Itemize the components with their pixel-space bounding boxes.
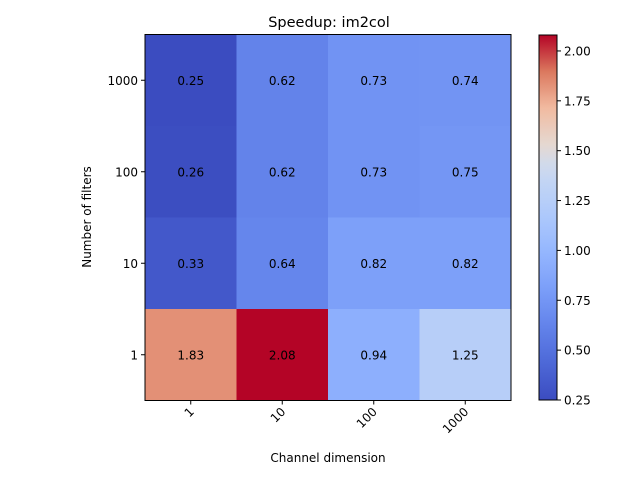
y-tick-label: 1: [130, 348, 138, 362]
chart-title: Speedup: im2col: [268, 15, 390, 31]
heatmap-cell: [236, 126, 329, 218]
heatmap-cell: [419, 126, 512, 218]
x-tick-label: 1000: [440, 405, 471, 436]
colorbar-ticks: 0.25 0.50 0.75 1.00 1.25 1.50 1.75 2.00: [557, 44, 591, 408]
cell-value-label: 2.08: [269, 348, 296, 362]
heatmap-cell-labels: 0.25 0.62 0.73 0.74 0.26 0.62 0.73 0.75 0.33 0.64…: [177, 74, 478, 363]
cell-value-label: 0.25: [177, 74, 204, 88]
colorbar-tick-label: 1.25: [564, 194, 591, 208]
heatmap-cell: [236, 309, 329, 401]
x-tick-label: 1: [182, 405, 197, 420]
y-axis-ticks: 1000 100 10 1: [107, 74, 145, 362]
x-tick-label: 10: [268, 405, 289, 426]
heatmap-cell: [145, 126, 237, 218]
cell-value-label: 0.64: [269, 257, 296, 271]
heatmap-cell: [236, 217, 329, 310]
cell-value-label: 0.82: [360, 257, 387, 271]
y-axis-label: Number of filters: [80, 166, 94, 268]
y-tick-label: 10: [123, 257, 138, 271]
cell-value-label: 0.94: [360, 348, 387, 362]
colorbar-tick-label: 1.75: [564, 94, 591, 108]
y-tick-label: 100: [115, 165, 138, 179]
colorbar: [538, 34, 558, 401]
plot-frame: [144, 34, 512, 401]
heatmap-cell: [236, 34, 329, 127]
heatmap-cell: [328, 217, 420, 310]
heatmap-cell: [145, 217, 237, 310]
x-axis-label: Channel dimension: [270, 451, 385, 465]
heatmap-cell: [328, 309, 420, 401]
cell-value-label: 0.74: [452, 74, 479, 88]
cell-value-label: 1.83: [177, 348, 204, 362]
heatmap-cells: [145, 34, 512, 401]
heatmap-cell: [328, 34, 420, 127]
cell-value-label: 1.25: [452, 348, 479, 362]
heatmap-cell: [145, 309, 237, 401]
colorbar-tick-label: 2.00: [564, 44, 591, 58]
cell-value-label: 0.62: [269, 74, 296, 88]
y-tick-label: 1000: [107, 74, 138, 88]
heatmap-cell: [419, 217, 512, 310]
cell-value-label: 0.82: [452, 257, 479, 271]
heatmap-cell: [328, 126, 420, 218]
x-tick-label: 100: [354, 405, 380, 431]
heatmap-cell: [145, 34, 237, 127]
cell-value-label: 0.33: [177, 257, 204, 271]
heatmap-cell: [419, 34, 512, 127]
colorbar-tick-label: 0.25: [564, 394, 591, 408]
cell-value-label: 0.26: [177, 165, 204, 179]
x-axis-ticks: 1 10 100 1000: [182, 400, 471, 436]
colorbar-tick-label: 1.50: [564, 144, 591, 158]
colorbar-tick-label: 0.75: [564, 294, 591, 308]
heatmap-cell: [419, 309, 512, 401]
colorbar-tick-label: 0.50: [564, 344, 591, 358]
colorbar-tick-label: 1.00: [564, 244, 591, 258]
cell-value-label: 0.62: [269, 165, 296, 179]
cell-value-label: 0.73: [360, 165, 387, 179]
cell-value-label: 0.75: [452, 165, 479, 179]
cell-value-label: 0.73: [360, 74, 387, 88]
